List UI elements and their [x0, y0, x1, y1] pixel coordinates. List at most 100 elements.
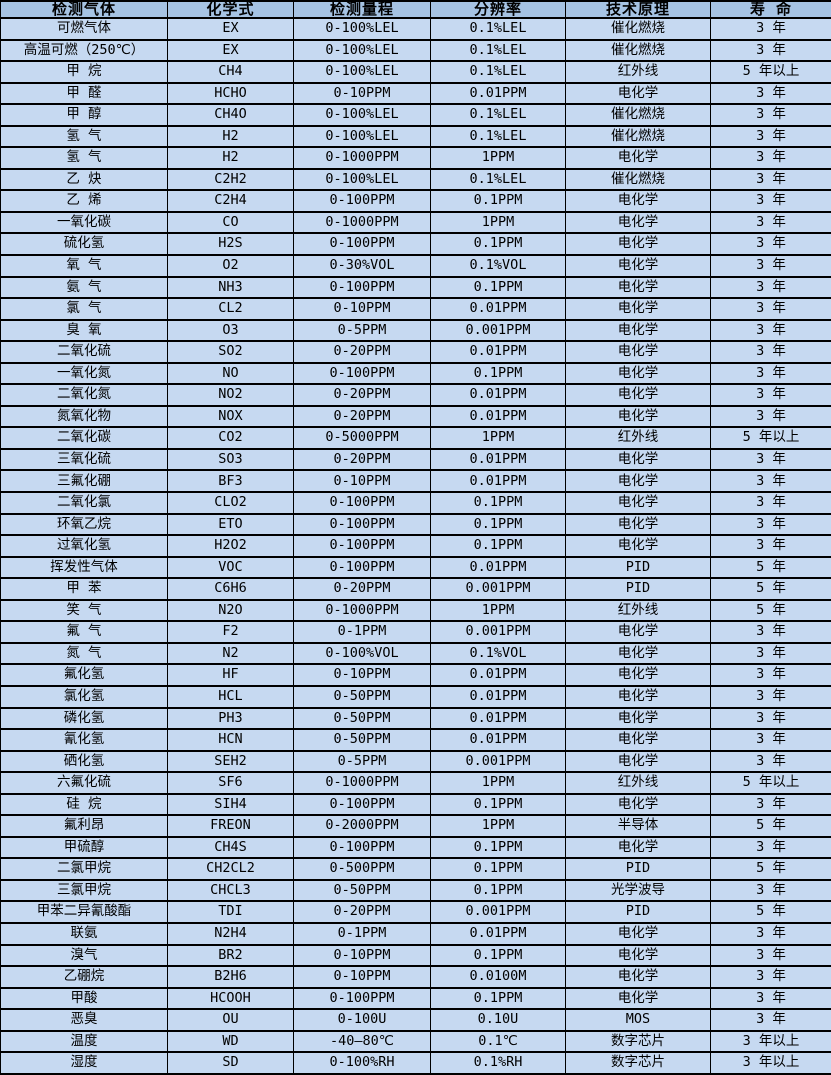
technology-cell: 电化学	[565, 297, 711, 321]
gas-name-cell: 甲 醇	[0, 103, 168, 127]
lifespan-cell: 3 年	[710, 167, 831, 192]
resolution-cell: 0.01PPM	[430, 728, 566, 752]
resolution-cell: 0.01PPM	[430, 663, 566, 687]
chemical-formula-cell: BF3	[167, 469, 294, 494]
technology-cell: 电化学	[565, 641, 711, 666]
lifespan-cell: 5 年以上	[710, 426, 831, 450]
table-row: 一氧化碳 CO 0-1000PPM 1PPM 电化学 3 年	[0, 210, 831, 235]
technology-cell: 电化学	[565, 383, 711, 407]
table-row: 甲 烷 CH4 0-100%LEL 0.1%LEL 红外线 5 年以上	[0, 60, 831, 84]
lifespan-cell: 3 年	[710, 965, 831, 989]
lifespan-cell: 3 年	[710, 361, 831, 386]
technology-cell: 电化学	[565, 340, 711, 364]
lifespan-cell: 3 年	[710, 663, 831, 687]
resolution-cell: 0.1PPM	[430, 361, 566, 386]
detection-range-cell: 0-50PPM	[293, 706, 431, 731]
lifespan-cell: 3 年	[710, 447, 831, 472]
chemical-formula-cell: HCN	[167, 728, 294, 752]
technology-cell: PID	[565, 857, 711, 881]
resolution-cell: 0.1PPM	[430, 878, 566, 903]
resolution-cell: 0.10U	[430, 1008, 566, 1032]
technology-cell: 催化燃烧	[565, 103, 711, 127]
resolution-cell: 0.01PPM	[430, 469, 566, 494]
gas-name-cell: 湿度	[0, 1051, 168, 1075]
detection-range-cell: 0-50PPM	[293, 878, 431, 903]
detection-range-cell: 0-100%LEL	[293, 38, 431, 63]
gas-name-cell: 环氧乙烷	[0, 512, 168, 537]
chemical-formula-cell: SEH2	[167, 749, 294, 774]
detection-range-cell: 0-100PPM	[293, 361, 431, 386]
resolution-cell: 1PPM	[430, 426, 566, 450]
table-row: 联氨 N2H4 0-1PPM 0.01PPM 电化学 3 年	[0, 921, 831, 946]
gas-name-cell: 联氨	[0, 921, 168, 946]
detection-range-cell: 0-20PPM	[293, 900, 431, 924]
technology-cell: 电化学	[565, 210, 711, 235]
chemical-formula-cell: NO2	[167, 383, 294, 407]
lifespan-cell: 3 年	[710, 835, 831, 860]
gas-name-cell: 一氧化碳	[0, 210, 168, 235]
table-row: 湿度 SD 0-100%RH 0.1%RH 数字芯片 3 年以上	[0, 1051, 831, 1075]
gas-name-cell: 氟化氢	[0, 663, 168, 687]
detection-range-cell: 0-30%VOL	[293, 254, 431, 278]
table-row: 乙硼烷 B2H6 0-10PPM 0.0100M 电化学 3 年	[0, 965, 831, 989]
detection-range-cell: 0-20PPM	[293, 340, 431, 364]
lifespan-cell: 3 年	[710, 124, 831, 149]
technology-cell: 催化燃烧	[565, 124, 711, 149]
gas-name-cell: 三氟化硼	[0, 469, 168, 494]
chemical-formula-cell: F2	[167, 620, 294, 644]
technology-cell: 电化学	[565, 684, 711, 709]
detection-range-cell: 0-100PPM	[293, 555, 431, 580]
gas-name-cell: 氮 气	[0, 641, 168, 666]
table-row: 氮 气 N2 0-100%VOL 0.1%VOL 电化学 3 年	[0, 641, 831, 666]
chemical-formula-cell: NO	[167, 361, 294, 386]
resolution-cell: 0.1PPM	[430, 491, 566, 515]
table-row: 甲 醛 HCHO 0-10PPM 0.01PPM 电化学 3 年	[0, 81, 831, 106]
lifespan-cell: 3 年	[710, 986, 831, 1011]
resolution-cell: 0.1PPM	[430, 792, 566, 817]
technology-cell: 光学波导	[565, 878, 711, 903]
table-row: 挥发性气体 VOC 0-100PPM 0.01PPM PID 5 年	[0, 555, 831, 580]
resolution-cell: 0.1%LEL	[430, 38, 566, 63]
chemical-formula-cell: PH3	[167, 706, 294, 731]
chemical-formula-cell: VOC	[167, 555, 294, 580]
technology-cell: 电化学	[565, 749, 711, 774]
table-row: 高温可燃（250℃） EX 0-100%LEL 0.1%LEL 催化燃烧 3 年	[0, 38, 831, 63]
detection-range-cell: 0-100PPM	[293, 232, 431, 256]
lifespan-cell: 3 年	[710, 404, 831, 429]
table-row: 二氧化硫 SO2 0-20PPM 0.01PPM 电化学 3 年	[0, 340, 831, 364]
lifespan-cell: 3 年	[710, 318, 831, 343]
gas-name-cell: 一氧化氮	[0, 361, 168, 386]
chemical-formula-cell: SIH4	[167, 792, 294, 817]
table-row: 氢 气 H2 0-100%LEL 0.1%LEL 催化燃烧 3 年	[0, 124, 831, 149]
gas-name-cell: 氧 气	[0, 254, 168, 278]
resolution-cell: 0.001PPM	[430, 749, 566, 774]
chemical-formula-cell: CH4S	[167, 835, 294, 860]
gas-name-cell: 高温可燃（250℃）	[0, 38, 168, 63]
lifespan-cell: 3 年以上	[710, 1029, 831, 1054]
chemical-formula-cell: SO3	[167, 447, 294, 472]
lifespan-cell: 3 年	[710, 383, 831, 407]
technology-cell: 数字芯片	[565, 1029, 711, 1054]
detection-range-cell: 0-100%VOL	[293, 641, 431, 666]
technology-cell: 数字芯片	[565, 1051, 711, 1075]
detection-range-cell: 0-50PPM	[293, 684, 431, 709]
lifespan-cell: 3 年	[710, 254, 831, 278]
detection-range-cell: 0-100%LEL	[293, 60, 431, 84]
column-header-resolution: 分辨率	[430, 0, 566, 19]
chemical-formula-cell: CH4O	[167, 103, 294, 127]
table-row: 氯 气 CL2 0-10PPM 0.01PPM 电化学 3 年	[0, 297, 831, 321]
table-row: 甲苯二异氰酸酯 TDI 0-20PPM 0.001PPM PID 5 年	[0, 900, 831, 924]
lifespan-cell: 3 年	[710, 620, 831, 644]
resolution-cell: 0.1%VOL	[430, 641, 566, 666]
table-row: 环氧乙烷 ETO 0-100PPM 0.1PPM 电化学 3 年	[0, 512, 831, 537]
resolution-cell: 0.01PPM	[430, 340, 566, 364]
lifespan-cell: 3 年	[710, 792, 831, 817]
chemical-formula-cell: CL2	[167, 297, 294, 321]
resolution-cell: 0.01PPM	[430, 447, 566, 472]
table-row: 氮氧化物 NOX 0-20PPM 0.01PPM 电化学 3 年	[0, 404, 831, 429]
technology-cell: 电化学	[565, 189, 711, 213]
technology-cell: 电化学	[565, 620, 711, 644]
gas-name-cell: 乙硼烷	[0, 965, 168, 989]
lifespan-cell: 5 年以上	[710, 60, 831, 84]
